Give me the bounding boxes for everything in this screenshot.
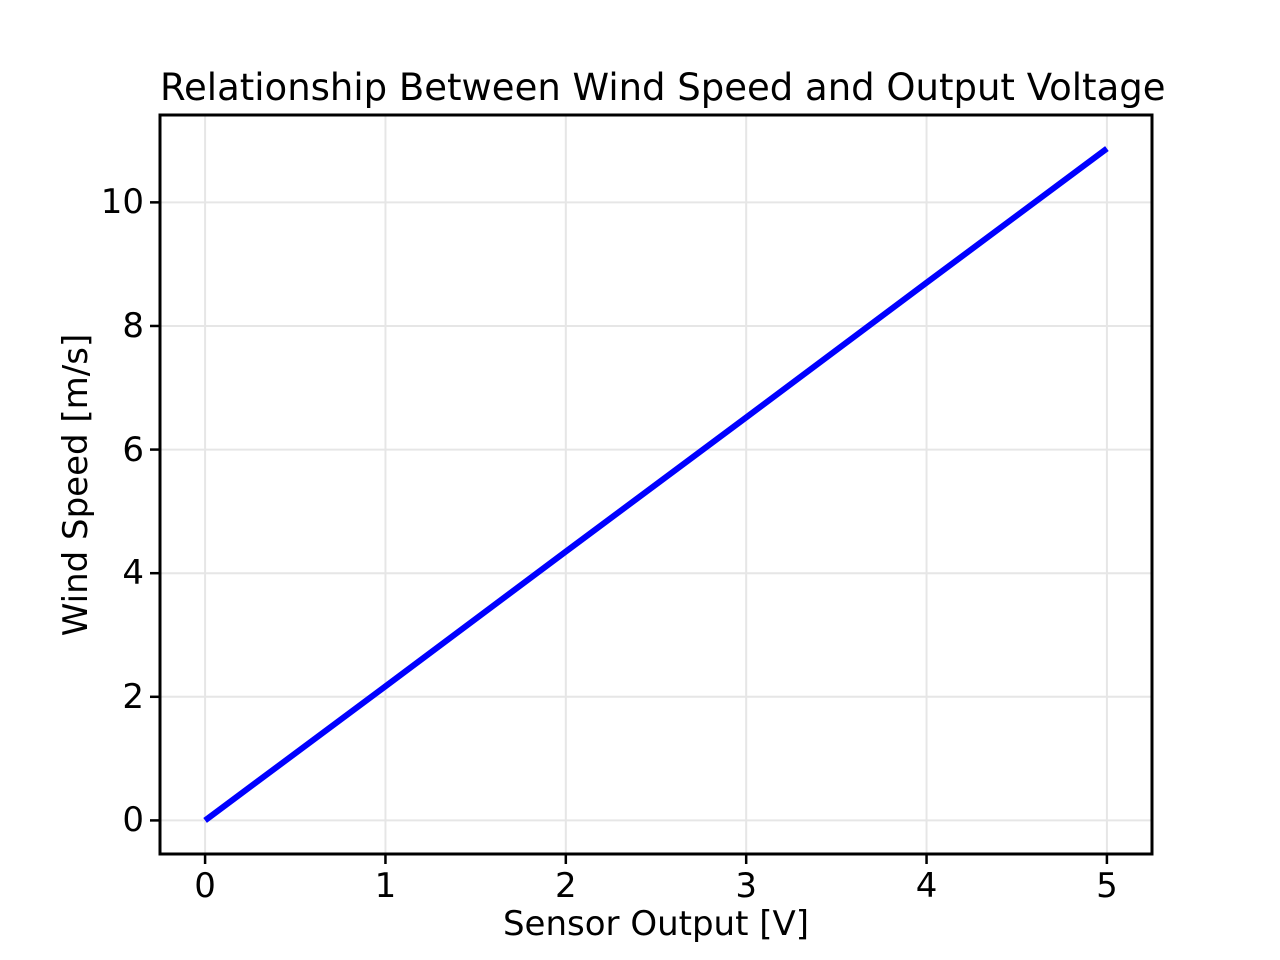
x-tick-label: 0 xyxy=(194,866,216,906)
chart-title: Relationship Between Wind Speed and Outp… xyxy=(160,66,1166,109)
x-tick-label: 4 xyxy=(915,866,938,906)
x-axis-label: Sensor Output [V] xyxy=(502,904,810,944)
x-tick-label: 5 xyxy=(1096,866,1118,906)
y-tick-label: 2 xyxy=(122,676,144,717)
y-tick-label: 10 xyxy=(100,182,144,223)
x-tick-label: 2 xyxy=(554,866,577,906)
y-tick-label: 0 xyxy=(122,800,144,841)
axes-spines xyxy=(158,113,1154,856)
y-tick-label: 8 xyxy=(122,305,144,346)
y-tick-label: 6 xyxy=(122,429,144,470)
y-tick-label: 4 xyxy=(122,553,144,594)
x-tick-label: 3 xyxy=(735,866,757,906)
data-line-wind-speed-vs-voltage xyxy=(203,146,1109,823)
x-tick-label: 1 xyxy=(374,866,397,906)
